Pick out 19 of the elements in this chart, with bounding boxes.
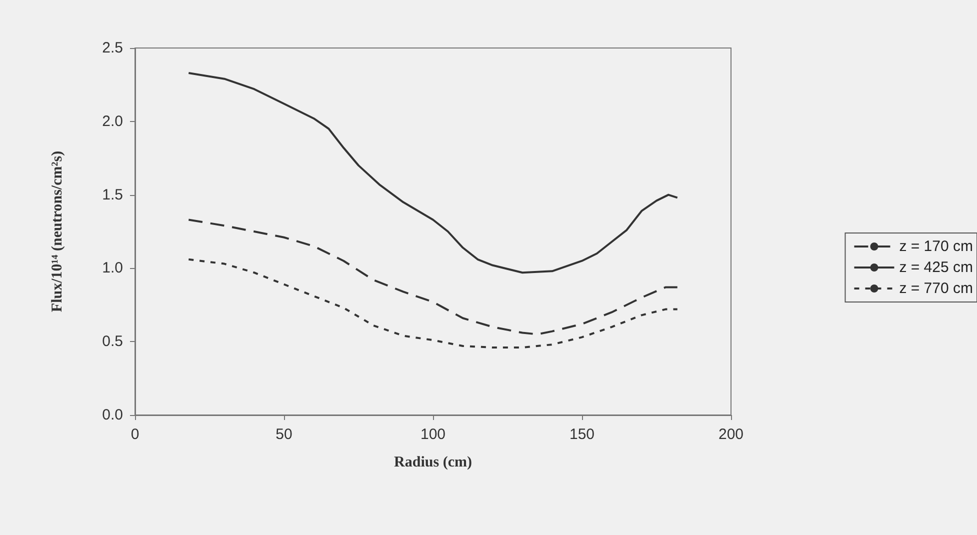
legend-label: z = 425 cm <box>899 259 974 276</box>
y-tick-label: 0.0 <box>102 406 123 424</box>
y-tick-label: 1.5 <box>102 186 123 204</box>
y-tick-label: 2.0 <box>102 112 123 130</box>
y-axis-title: Flux/10¹⁴ (neutrons/cm²s) <box>50 150 66 312</box>
y-tick-label: 2.5 <box>102 40 123 56</box>
legend-label: z = 170 cm <box>899 238 974 255</box>
x-tick-label: 150 <box>569 426 595 443</box>
x-tick-label: 200 <box>718 426 744 443</box>
x-tick-label: 50 <box>276 426 292 443</box>
y-tick-label: 1.0 <box>102 260 123 277</box>
line-series <box>188 258 678 348</box>
line-series <box>188 218 678 336</box>
x-tick-label: 0 <box>130 426 140 443</box>
legend-label: z = 770 cm <box>899 280 974 297</box>
line-series <box>188 72 678 274</box>
x-tick-label: 100 <box>420 426 446 443</box>
x-axis-title: Radius (cm) <box>394 454 472 470</box>
y-tick-label: 0.5 <box>102 333 123 350</box>
